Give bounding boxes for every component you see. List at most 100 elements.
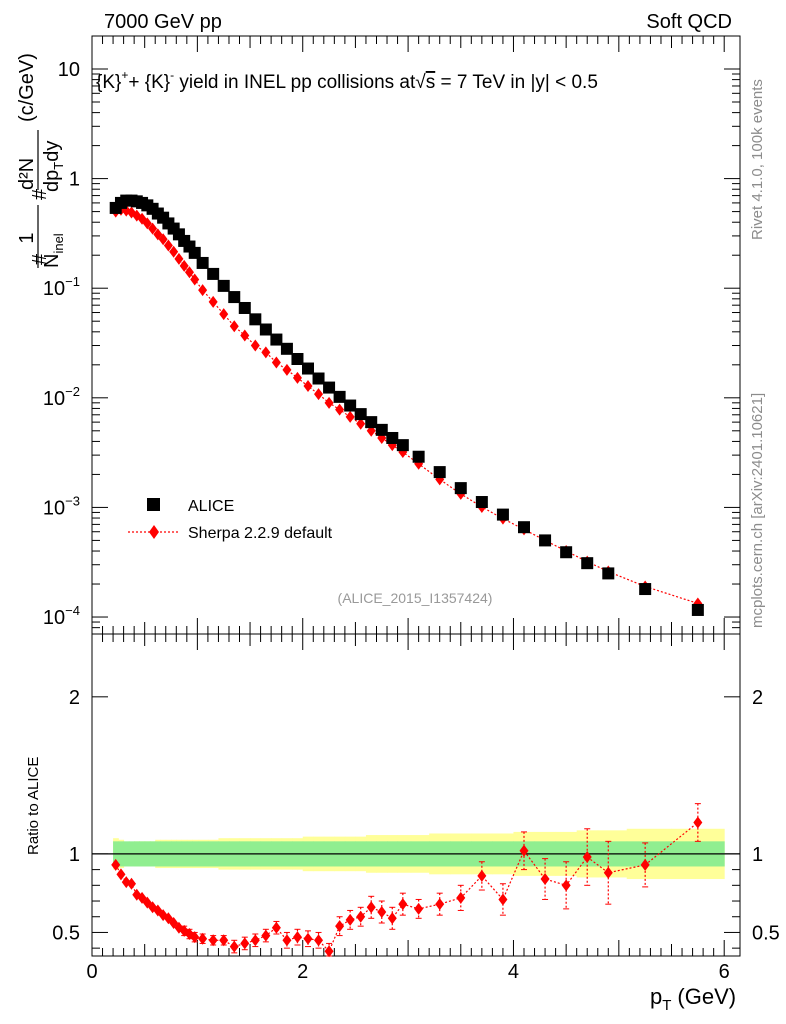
y-tick-label: 10: [58, 59, 80, 81]
sherpa-ratio-point: [314, 934, 324, 947]
sherpa-point: [219, 308, 229, 321]
sherpa-point: [303, 380, 313, 393]
alice-point: [196, 256, 209, 269]
sherpa-point: [324, 396, 334, 409]
xlabel: pT (GeV): [650, 984, 736, 1014]
alice-point: [365, 416, 378, 429]
sherpa-ratio-point: [261, 929, 271, 942]
alice-point: [375, 423, 388, 436]
legend-label-alice: ALICE: [188, 498, 234, 515]
legend-marker-alice: [147, 498, 160, 511]
sherpa-ratio-point: [693, 816, 703, 829]
alice-point: [560, 546, 573, 559]
main-ylabel: # 1 Ninel # d²N dpTdy (c/GeV): [16, 53, 66, 268]
y-tick-label: 10−4: [43, 603, 80, 629]
svg-text:#: #: [29, 188, 51, 200]
alice-point: [518, 521, 530, 534]
sherpa-point: [314, 388, 324, 401]
mcplots-label: mcplots.cern.ch [arXiv:2401.10621]: [749, 393, 766, 628]
ratio-axis-ticks: 0.5 0.5 1 1 2 2 0 2 4 6: [52, 634, 780, 983]
sherpa-point: [335, 403, 345, 416]
x-tick-label: 2: [297, 961, 308, 983]
ratio-y-tick-label-right: 0.5: [752, 922, 780, 944]
ratio-y-tick-label-right: 2: [752, 687, 763, 709]
alice-point: [691, 603, 704, 616]
alice-point: [207, 267, 220, 280]
sherpa-ratio-point: [198, 932, 208, 945]
sherpa-ratio-point: [240, 937, 250, 950]
svg-text:Ninel: Ninel: [41, 233, 66, 268]
sherpa-ratio-point: [190, 931, 200, 944]
sherpa-ratio-point: [477, 869, 487, 882]
alice-main-series: [109, 194, 704, 616]
alice-point: [602, 567, 615, 580]
x-tick-label: 0: [86, 961, 97, 983]
alice-point: [475, 496, 488, 509]
header-right: Soft QCD: [646, 11, 732, 33]
alice-point: [639, 583, 652, 596]
sherpa-point: [190, 273, 200, 286]
svg-text:d²N: d²N: [16, 158, 38, 190]
alice-point: [238, 301, 251, 314]
x-tick-label: 6: [719, 961, 730, 983]
alice-point: [344, 399, 357, 412]
sherpa-ratio-point: [208, 934, 218, 947]
main-axis-ticks: 10 1 10−1 10−2 10−3 10−4: [43, 35, 740, 635]
sherpa-ratio-line: [115, 822, 699, 953]
legend-marker-sherpa: [149, 525, 159, 539]
sherpa-point: [250, 339, 260, 352]
sherpa-ratio-point: [303, 932, 313, 945]
alice-point: [386, 431, 399, 444]
alice-point: [270, 333, 283, 346]
ratio-y-tick-label: 1: [69, 844, 80, 866]
sherpa-ratio-point: [292, 931, 302, 944]
sherpa-ratio-point: [387, 912, 397, 925]
sherpa-point: [142, 217, 152, 230]
sherpa-ratio-point: [377, 906, 387, 919]
sherpa-point: [229, 320, 239, 333]
sherpa-ratio-point: [282, 934, 292, 947]
sherpa-ratio-point: [414, 902, 424, 915]
alice-point: [291, 352, 304, 365]
sherpa-point: [158, 233, 168, 246]
sherpa-point: [282, 363, 292, 376]
alice-point: [412, 450, 425, 463]
ratio-panel-frame: [91, 633, 741, 957]
alice-point: [217, 279, 230, 292]
sherpa-ratio-point: [116, 868, 126, 881]
sherpa-point: [271, 356, 281, 369]
legend-label-sherpa: Sherpa 2.2.9 default: [188, 525, 333, 542]
alice-point: [259, 323, 272, 336]
sherpa-point: [292, 371, 302, 384]
sherpa-point: [174, 252, 184, 265]
sherpa-ratio-point: [582, 851, 592, 864]
analysis-watermark: (ALICE_2015_I1357424): [338, 590, 493, 606]
sherpa-point: [148, 222, 158, 235]
alice-point: [539, 534, 552, 547]
sherpa-ratio-point: [366, 901, 376, 914]
ratio-ylabel: Ratio to ALICE: [25, 757, 42, 855]
y-tick-label: 1: [69, 169, 80, 191]
sherpa-point: [163, 239, 173, 252]
alice-point: [396, 439, 409, 452]
ratio-y-tick-label: 0.5: [52, 922, 80, 944]
sherpa-point: [240, 329, 250, 342]
sherpa-ratio-point: [540, 873, 550, 886]
alice-point: [433, 466, 446, 479]
alice-point: [581, 557, 594, 570]
sherpa-ratio-point: [345, 913, 355, 926]
sherpa-ratio-point: [356, 910, 366, 923]
alice-point: [312, 372, 325, 385]
y-tick-label: 10−3: [43, 493, 80, 519]
sherpa-ratio-point: [271, 921, 281, 934]
sherpa-ratio-point: [335, 920, 345, 933]
alice-point: [454, 482, 467, 495]
sherpa-ratio-point: [219, 934, 229, 947]
sherpa-ratio-point: [250, 934, 260, 947]
sherpa-ratio-point: [398, 898, 408, 911]
alice-point: [302, 362, 314, 375]
sherpa-point: [179, 259, 189, 272]
sherpa-point: [356, 417, 366, 430]
sherpa-ratio-point: [111, 858, 121, 871]
